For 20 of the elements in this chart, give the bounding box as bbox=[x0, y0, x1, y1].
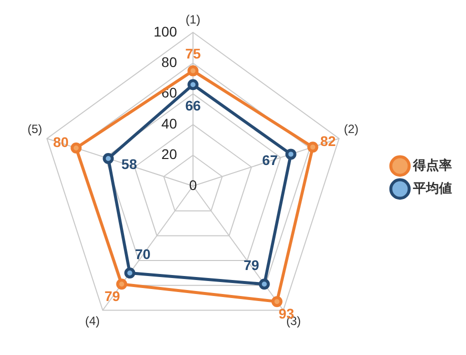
spoke-label: (5) bbox=[27, 122, 42, 136]
spoke-label: (4) bbox=[85, 314, 100, 328]
data-label: 75 bbox=[185, 46, 201, 62]
legend-label: 平均値 bbox=[412, 181, 452, 196]
y-tick-label: 40 bbox=[161, 115, 178, 132]
data-label: 66 bbox=[185, 97, 201, 114]
y-tick-label: 100 bbox=[154, 23, 178, 40]
data-label: 79 bbox=[244, 257, 260, 274]
data-label: 82 bbox=[320, 132, 336, 149]
y-tick-label: 0 bbox=[189, 176, 198, 193]
y-tick-label: 20 bbox=[161, 146, 178, 162]
data-label: 67 bbox=[262, 152, 278, 168]
data-label: 70 bbox=[134, 246, 151, 262]
spoke-label: (2) bbox=[344, 122, 359, 136]
data-label: 80 bbox=[53, 134, 69, 150]
spoke-label: (1) bbox=[186, 12, 200, 27]
legend-label: 得点率 bbox=[412, 157, 452, 174]
data-label: 58 bbox=[121, 156, 138, 172]
data-label: 79 bbox=[104, 288, 120, 304]
y-tick-label: 80 bbox=[161, 54, 178, 70]
